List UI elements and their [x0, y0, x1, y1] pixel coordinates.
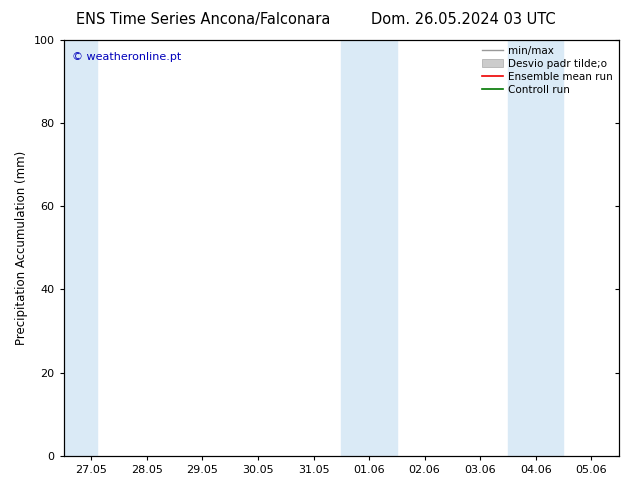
- Bar: [341, 40, 397, 456]
- Text: © weatheronline.pt: © weatheronline.pt: [72, 52, 181, 62]
- Y-axis label: Precipitation Accumulation (mm): Precipitation Accumulation (mm): [15, 150, 28, 345]
- Text: Dom. 26.05.2024 03 UTC: Dom. 26.05.2024 03 UTC: [370, 12, 555, 27]
- Legend: min/max, Desvio padr tilde;o, Ensemble mean run, Controll run: min/max, Desvio padr tilde;o, Ensemble m…: [478, 42, 617, 99]
- Bar: [508, 40, 564, 456]
- Bar: [63, 40, 97, 456]
- Text: ENS Time Series Ancona/Falconara: ENS Time Series Ancona/Falconara: [75, 12, 330, 27]
